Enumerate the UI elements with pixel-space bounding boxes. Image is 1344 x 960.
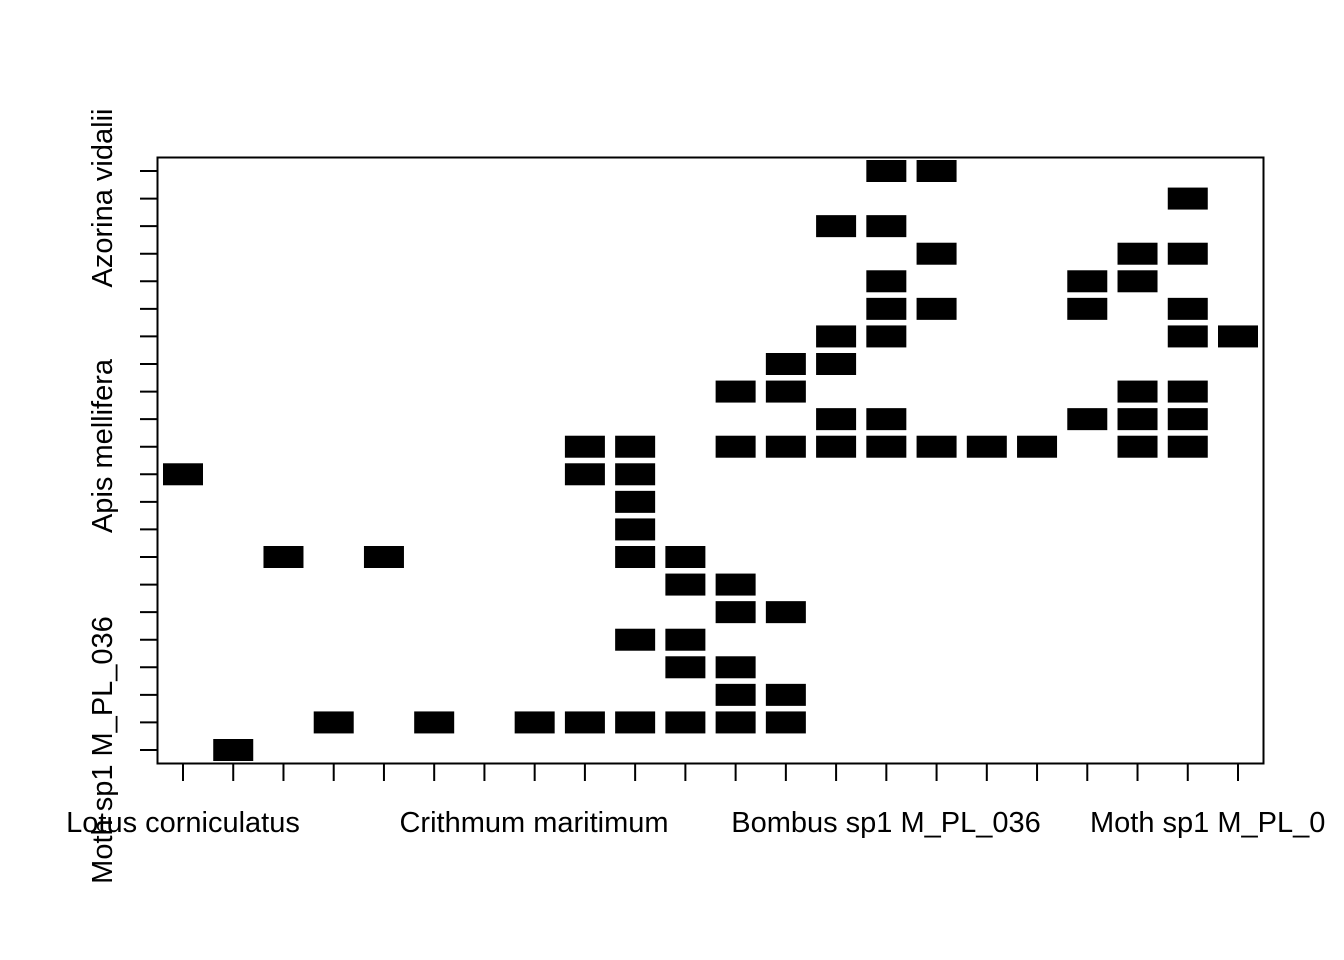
cell <box>916 297 957 320</box>
cell <box>1167 297 1208 320</box>
cell <box>1067 297 1108 320</box>
cell <box>866 435 907 458</box>
y-tick-label: Azorina vidalii <box>87 109 119 288</box>
cell <box>1117 435 1158 458</box>
cell <box>765 380 806 403</box>
cell-layer <box>163 160 1258 761</box>
x-tick-label: Crithmum maritimum <box>399 807 668 839</box>
cell <box>916 242 957 265</box>
cell <box>615 518 656 541</box>
cell <box>715 601 756 624</box>
cell <box>765 683 806 706</box>
cell <box>866 408 907 431</box>
cell <box>615 628 656 651</box>
cell <box>916 160 957 182</box>
cell <box>213 739 254 761</box>
cell <box>1167 435 1208 458</box>
cell <box>715 380 756 403</box>
cell <box>866 270 907 293</box>
cell <box>916 435 957 458</box>
y-ticks <box>140 170 158 751</box>
cell <box>564 435 605 458</box>
x-ticks <box>182 763 1239 781</box>
plot-frame <box>156 156 1265 765</box>
cell <box>615 711 656 734</box>
cell <box>263 546 304 568</box>
cell <box>1067 408 1108 431</box>
cell <box>665 573 706 596</box>
cell <box>1017 435 1058 458</box>
cell <box>1167 380 1208 403</box>
cell <box>1117 242 1158 265</box>
cell <box>1117 408 1158 431</box>
cell <box>765 353 806 375</box>
cell <box>866 215 907 238</box>
cell <box>1067 270 1108 293</box>
cell <box>715 711 756 734</box>
cell <box>414 711 455 734</box>
cell <box>313 711 354 734</box>
cell <box>816 215 857 238</box>
cell <box>816 408 857 431</box>
cell <box>1167 242 1208 265</box>
cell <box>665 656 706 679</box>
cell <box>715 435 756 458</box>
cell <box>1167 187 1208 210</box>
cell <box>816 435 857 458</box>
cell <box>1117 380 1158 403</box>
x-tick-label: Bombus sp1 M_PL_036 <box>731 807 1041 839</box>
x-tick-label: Moth sp1 M_PL_0 <box>1090 807 1325 839</box>
cell <box>514 711 555 734</box>
cell <box>816 325 857 348</box>
y-tick-label: Moth sp1 M_PL_036 <box>87 616 119 884</box>
cell <box>1218 325 1258 348</box>
cell <box>615 546 656 568</box>
cell <box>615 463 656 486</box>
cell <box>765 711 806 734</box>
cell <box>1117 270 1158 293</box>
cell <box>765 601 806 624</box>
cell <box>765 435 806 458</box>
cell <box>715 573 756 596</box>
cell <box>966 435 1007 458</box>
cell <box>665 628 706 651</box>
cell <box>564 711 605 734</box>
cell <box>665 711 706 734</box>
cell <box>866 325 907 348</box>
cell <box>615 490 656 513</box>
cell <box>866 297 907 320</box>
cell <box>1167 408 1208 431</box>
cell <box>665 546 706 568</box>
cell <box>163 463 203 486</box>
cell <box>816 353 857 375</box>
cell <box>866 160 907 182</box>
cell <box>715 656 756 679</box>
cell <box>715 683 756 706</box>
cell <box>564 463 605 486</box>
cell <box>363 546 404 568</box>
x-tick-label: Lotus corniculatus <box>66 807 300 839</box>
y-tick-label: Apis mellifera <box>87 358 119 533</box>
cell <box>1167 325 1208 348</box>
cell <box>615 435 656 458</box>
